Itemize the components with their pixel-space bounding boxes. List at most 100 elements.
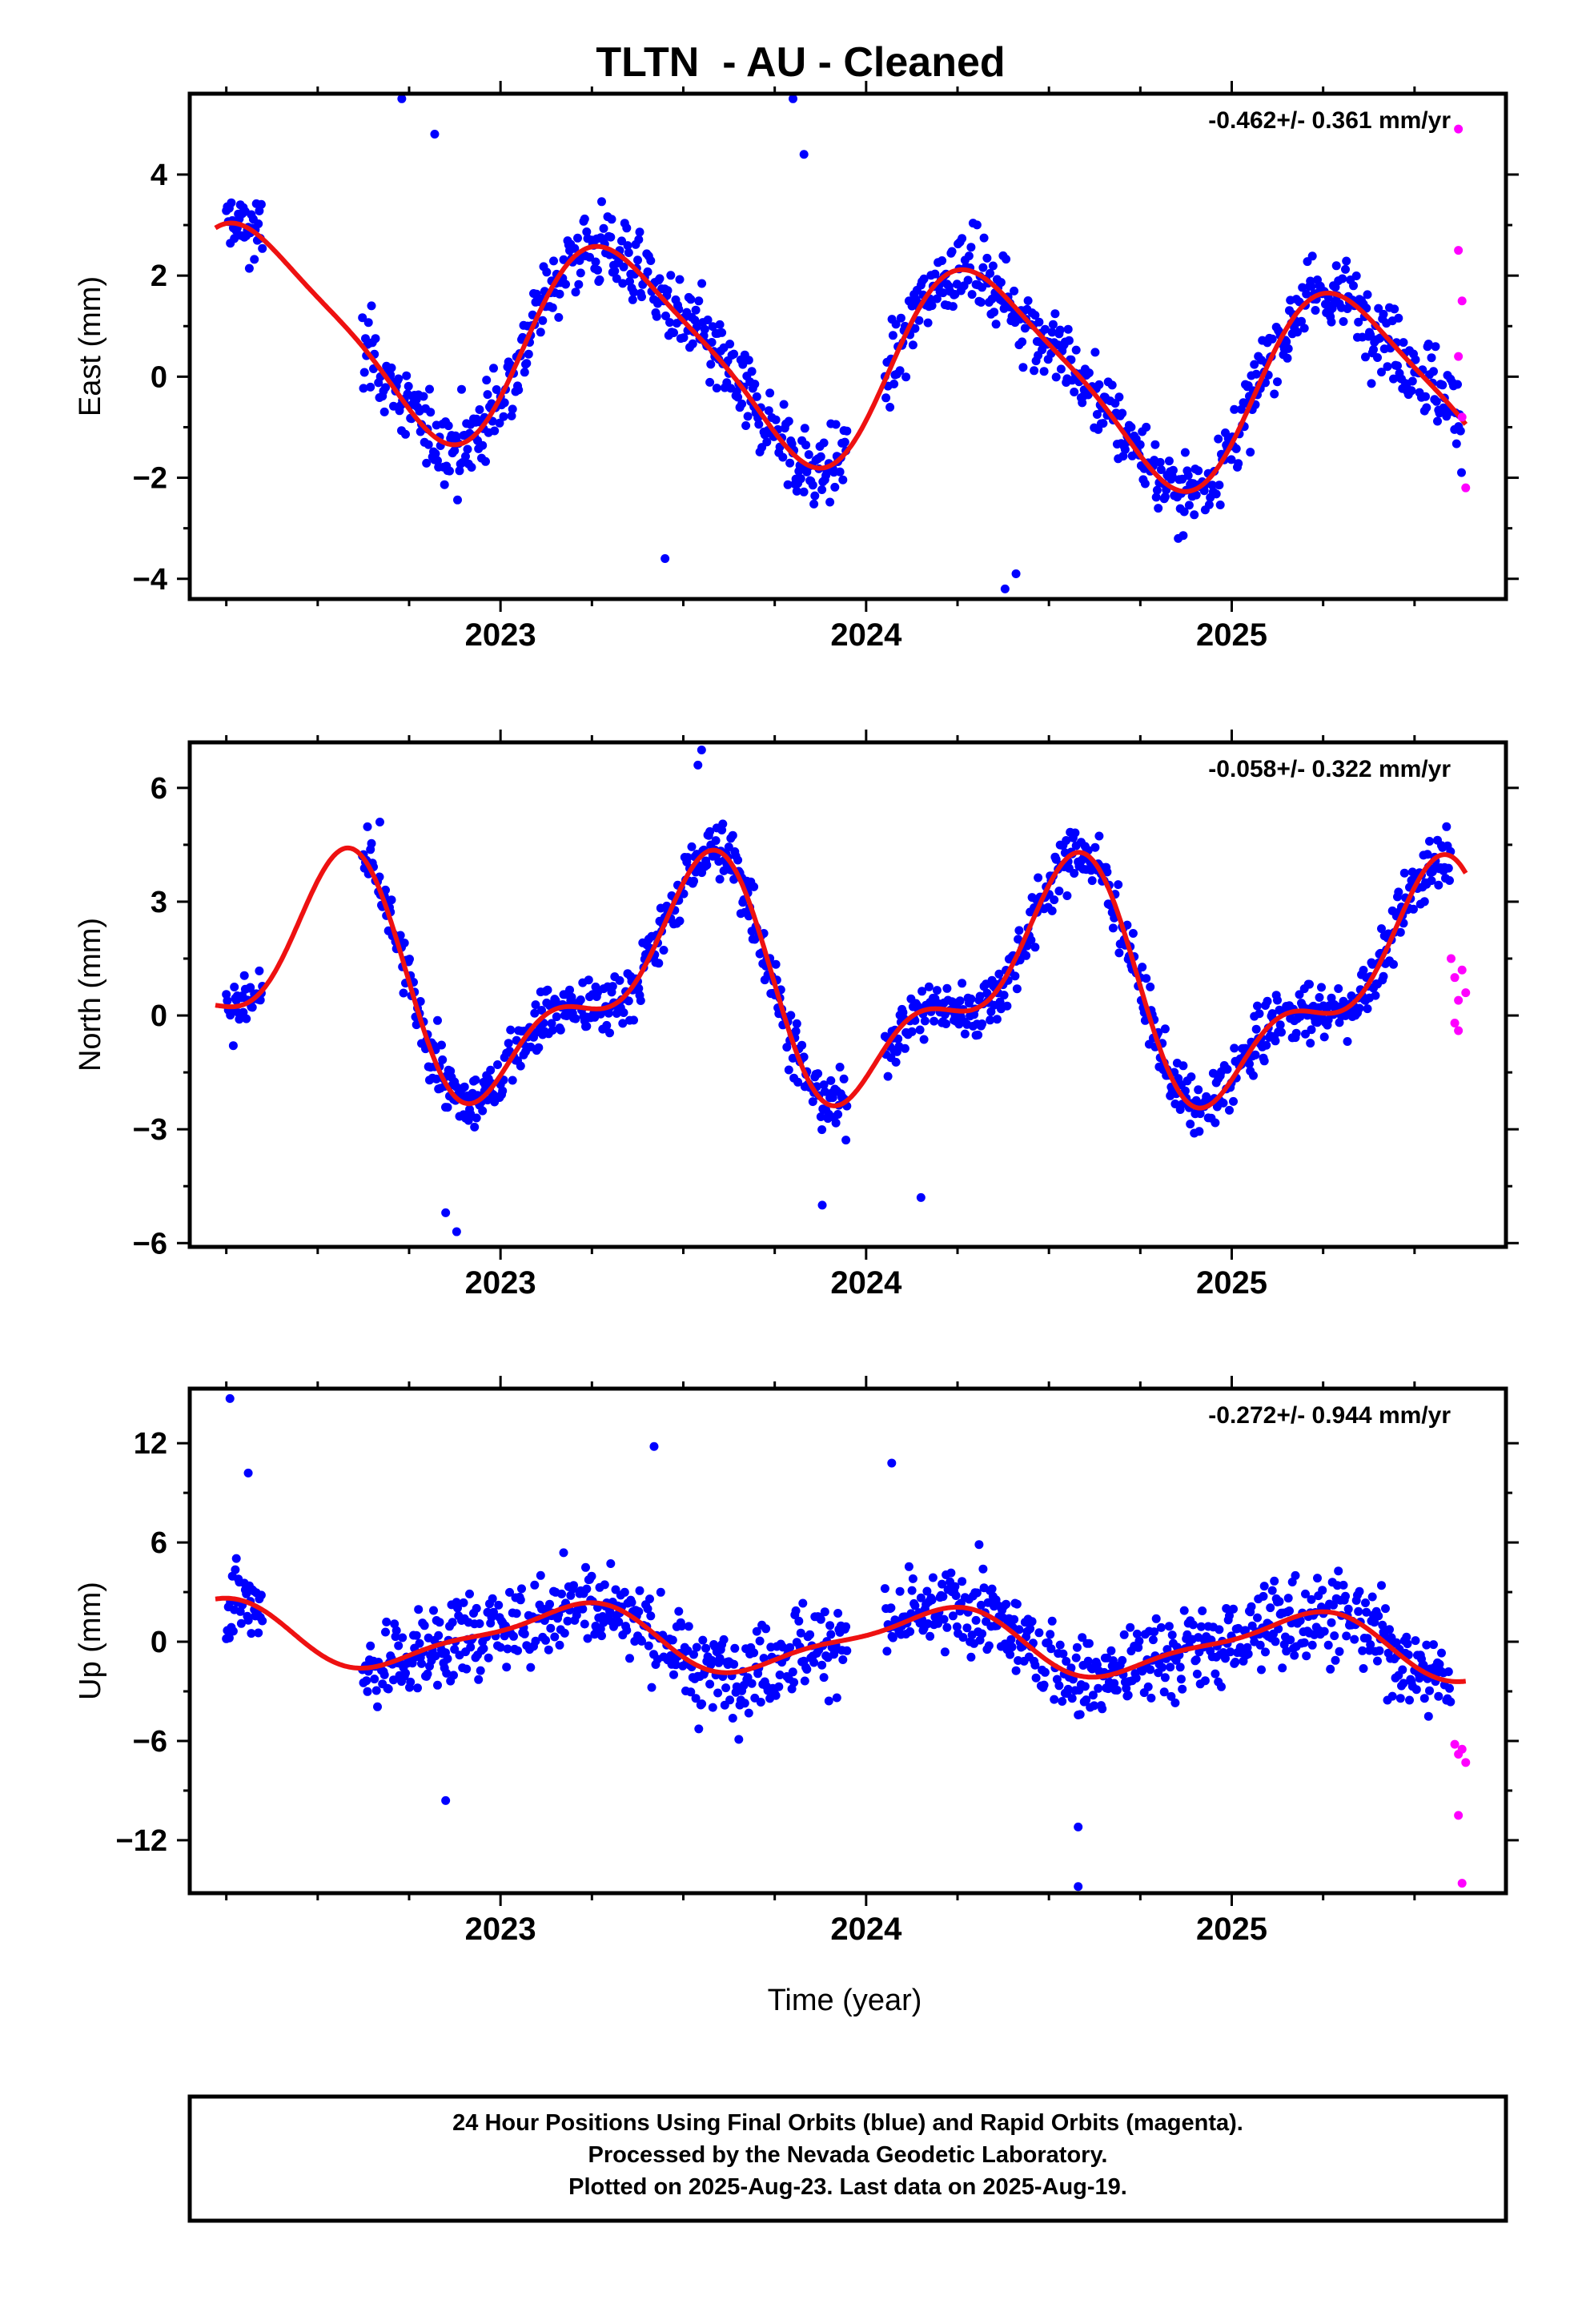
north-data-point	[363, 822, 372, 831]
east-data-point	[499, 412, 508, 421]
up-data-point	[752, 1626, 761, 1636]
east-data-point	[424, 440, 433, 449]
east-y-axis-label: East (mm)	[74, 276, 107, 416]
up-data-point	[1215, 1625, 1224, 1634]
up-data-point	[1437, 1648, 1446, 1658]
east-data-point	[712, 384, 721, 393]
east-data-point	[1047, 328, 1057, 337]
east-data-point	[1055, 325, 1065, 335]
north-data-point	[460, 1082, 469, 1092]
east-data-point	[606, 232, 616, 242]
east-data-point	[1215, 501, 1225, 509]
north-data-point	[400, 939, 409, 947]
east-data-point	[1010, 286, 1019, 296]
north-data-point	[992, 1015, 1002, 1024]
east-data-point	[1030, 311, 1040, 320]
up-data-point	[1176, 1675, 1186, 1684]
east-data-point	[430, 129, 440, 139]
up-data-point	[1074, 1822, 1083, 1831]
up-data-point	[1358, 1646, 1367, 1655]
east-data-point	[1160, 492, 1170, 501]
north-data-point	[978, 1019, 987, 1028]
up-data-point	[987, 1584, 997, 1594]
up-data-point	[1014, 1625, 1024, 1634]
up-data-point	[381, 1627, 390, 1637]
north-data-point	[604, 1008, 613, 1018]
up-data-point	[1118, 1655, 1127, 1665]
east-data-point	[389, 401, 398, 411]
up-data-point	[1006, 1650, 1015, 1659]
east-data-point	[835, 467, 845, 476]
east-rapid-point	[1457, 296, 1467, 306]
north-data-point	[246, 983, 255, 992]
north-data-point	[608, 982, 617, 991]
up-data-point	[453, 1603, 462, 1613]
east-data-point	[431, 449, 440, 458]
east-data-point	[688, 339, 697, 348]
up-rapid-points	[1450, 1739, 1471, 1888]
up-data-point	[614, 1617, 624, 1626]
up-data-point	[926, 1631, 935, 1641]
north-data-point	[1259, 1056, 1269, 1066]
east-data-point	[1227, 455, 1236, 464]
east-data-point	[524, 349, 533, 359]
up-data-point	[908, 1574, 917, 1583]
east-data-point	[1393, 361, 1402, 371]
east-data-point	[1399, 338, 1408, 348]
up-data-point	[972, 1588, 982, 1598]
east-data-point	[666, 271, 676, 280]
north-data-point	[817, 1200, 827, 1210]
up-data-point	[802, 1665, 812, 1674]
east-data-point	[717, 328, 727, 337]
north-data-point	[498, 1086, 508, 1096]
east-data-point	[1071, 345, 1081, 355]
north-data-point	[689, 876, 698, 886]
up-rapid-point	[1457, 1879, 1467, 1888]
up-data-point	[634, 1606, 644, 1616]
up-data-point	[1275, 1597, 1284, 1606]
up-data-point	[721, 1683, 731, 1693]
up-data-point	[587, 1571, 596, 1581]
east-data-point	[1411, 355, 1420, 364]
up-rapid-point	[1457, 1744, 1467, 1754]
up-data-point	[448, 1618, 457, 1627]
north-data-point	[1263, 996, 1272, 1006]
up-y-axis-label: Up (mm)	[74, 1582, 107, 1700]
north-data-point	[797, 1040, 807, 1050]
up-data-point	[789, 1678, 799, 1687]
east-data-point	[629, 287, 638, 297]
north-data-point	[788, 1053, 797, 1063]
up-data-point	[1229, 1604, 1238, 1614]
up-data-point	[644, 1641, 653, 1651]
up-data-point	[1247, 1602, 1256, 1611]
east-data-point	[643, 267, 652, 276]
east-data-point	[895, 366, 905, 376]
up-data-point	[677, 1622, 686, 1630]
north-data-point	[1026, 935, 1036, 945]
east-data-point	[366, 382, 375, 392]
north-data-point	[654, 959, 664, 968]
east-data-point	[367, 301, 376, 311]
up-data-point	[1150, 1627, 1159, 1637]
east-data-point	[1351, 271, 1361, 280]
north-data-point	[1087, 876, 1097, 886]
east-data-point	[548, 303, 557, 312]
up-data-point	[798, 1598, 808, 1608]
up-data-point	[1415, 1674, 1424, 1683]
up-data-point	[775, 1671, 785, 1679]
east-data-point	[1051, 372, 1061, 382]
up-data-point	[761, 1624, 771, 1634]
east-data-point	[514, 385, 524, 395]
up-data-point	[512, 1609, 521, 1618]
east-data-point	[966, 243, 976, 252]
north-data-point	[1445, 876, 1454, 885]
up-data-point	[1259, 1591, 1268, 1601]
up-data-point	[1331, 1655, 1340, 1665]
up-data-point	[505, 1587, 514, 1597]
up-data-point	[1198, 1606, 1207, 1615]
up-data-point	[1098, 1704, 1107, 1714]
up-data-point	[557, 1589, 566, 1598]
up-data-point	[620, 1587, 629, 1597]
north-ytick-label: 0	[151, 999, 167, 1033]
up-data-point	[472, 1603, 481, 1613]
